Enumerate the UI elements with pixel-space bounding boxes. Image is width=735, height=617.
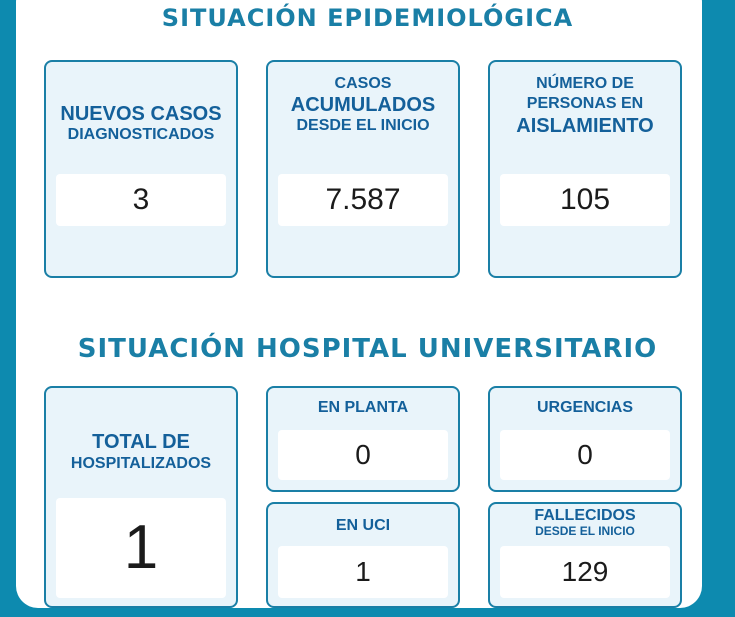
label-line: HOSPITALIZADOS bbox=[70, 455, 212, 472]
icu-value: 1 bbox=[278, 546, 448, 598]
card-cumulative-label: CASOS ACUMULADOS DESDE EL INICIO bbox=[268, 75, 458, 135]
label-line: FALLECIDOS bbox=[534, 507, 636, 524]
label-line: PERSONAS EN bbox=[526, 94, 644, 112]
card-isolation-label: NÚMERO DE PERSONAS EN AISLAMIENTO bbox=[490, 75, 680, 137]
card-icu: EN UCI 1 bbox=[266, 502, 460, 608]
deceased-value: 129 bbox=[500, 546, 670, 598]
label-line: DIAGNOSTICADOS bbox=[67, 126, 215, 143]
new-cases-value: 3 bbox=[56, 174, 226, 226]
label-line: CASOS bbox=[334, 75, 392, 92]
card-deceased-label: FALLECIDOS DESDE EL INICIO bbox=[490, 507, 680, 538]
card-new-cases: NUEVOS CASOS DIAGNOSTICADOS 3 bbox=[44, 60, 238, 278]
label-line: DESDE EL INICIO bbox=[296, 116, 430, 134]
card-ward: EN PLANTA 0 bbox=[266, 386, 460, 492]
card-isolation: NÚMERO DE PERSONAS EN AISLAMIENTO 105 bbox=[488, 60, 682, 278]
card-total-label: TOTAL DE HOSPITALIZADOS bbox=[46, 432, 236, 473]
ward-value: 0 bbox=[278, 430, 448, 480]
card-icu-label: EN UCI bbox=[335, 517, 391, 534]
label-line: NUEVOS CASOS bbox=[60, 103, 222, 125]
label-line: NÚMERO DE bbox=[536, 75, 634, 92]
label-line: TOTAL DE bbox=[92, 431, 190, 453]
card-ward-label: EN PLANTA bbox=[317, 399, 409, 416]
label-line: ACUMULADOS bbox=[290, 93, 436, 116]
section-title-hospital: SITUACIÓN HOSPITAL UNIVERSITARIO bbox=[77, 334, 658, 364]
card-emergency: URGENCIAS 0 bbox=[488, 386, 682, 492]
card-cumulative-cases: CASOS ACUMULADOS DESDE EL INICIO 7.587 bbox=[266, 60, 460, 278]
card-new-cases-label: NUEVOS CASOS DIAGNOSTICADOS bbox=[46, 104, 236, 144]
total-hospitalized-value: 1 bbox=[56, 498, 226, 598]
card-deceased: FALLECIDOS DESDE EL INICIO 129 bbox=[488, 502, 682, 608]
card-emergency-label: URGENCIAS bbox=[536, 399, 633, 416]
label-line: AISLAMIENTO bbox=[516, 114, 654, 137]
section-title-epidemiological: SITUACIÓN EPIDEMIOLÓGICA bbox=[161, 4, 574, 32]
isolation-value: 105 bbox=[500, 174, 670, 226]
card-total-hospitalized: TOTAL DE HOSPITALIZADOS 1 bbox=[44, 386, 238, 608]
label-line: DESDE EL INICIO bbox=[535, 523, 635, 538]
cumulative-cases-value: 7.587 bbox=[278, 174, 448, 226]
emergency-value: 0 bbox=[500, 430, 670, 480]
